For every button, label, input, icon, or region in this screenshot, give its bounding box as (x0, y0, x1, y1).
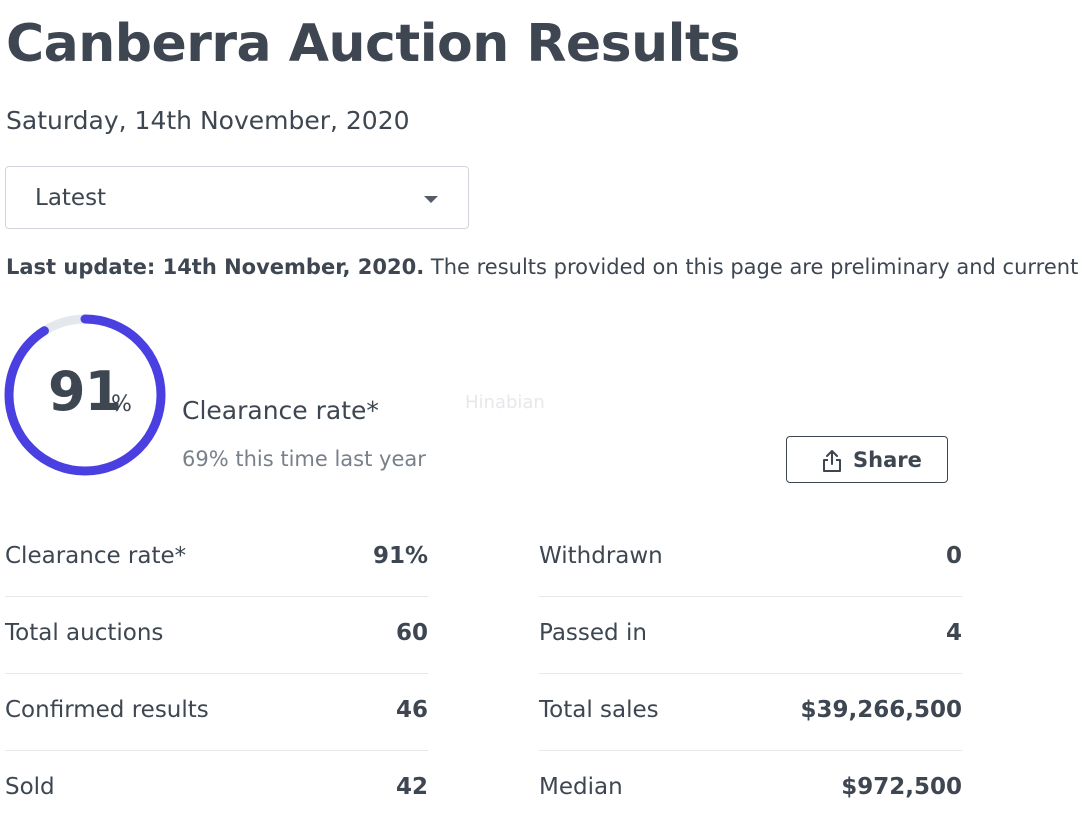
stat-value: 0 (945, 543, 962, 569)
stat-row: Withdrawn 0 (539, 520, 962, 597)
chevron-down-icon (424, 196, 438, 203)
clearance-rate-gauge (4, 314, 166, 476)
gauge-value: 91 (48, 360, 122, 423)
stats-right-column: Withdrawn 0 Passed in 4 Total sales $39,… (539, 520, 962, 827)
share-label: Share (853, 448, 922, 472)
clearance-rate-label: Clearance rate* (182, 396, 379, 425)
select-value: Latest (35, 185, 107, 211)
watermark: Hinabian (465, 392, 545, 413)
stat-label: Passed in (539, 620, 647, 646)
stat-value: 4 (945, 620, 962, 646)
stat-label: Withdrawn (539, 543, 663, 569)
stat-value: 60 (395, 620, 428, 646)
stat-value: 42 (395, 774, 428, 800)
results-period-select[interactable]: Latest (5, 166, 469, 229)
stat-row: Median $972,500 (539, 751, 962, 827)
stat-value: 91% (372, 543, 428, 569)
stat-value: $972,500 (841, 774, 962, 800)
stat-row: Clearance rate* 91% (5, 520, 428, 597)
stat-label: Clearance rate* (5, 543, 187, 569)
last-update-notice: Last update: 14th November, 2020. The re… (6, 255, 1078, 279)
stat-value: $39,266,500 (800, 697, 962, 723)
stat-row: Total auctions 60 (5, 597, 428, 674)
stat-row: Confirmed results 46 (5, 674, 428, 751)
stat-row: Passed in 4 (539, 597, 962, 674)
stat-value: 46 (395, 697, 428, 723)
stat-row: Total sales $39,266,500 (539, 674, 962, 751)
stat-label: Total sales (539, 697, 659, 723)
stat-row: Sold 42 (5, 751, 428, 827)
page-title: Canberra Auction Results (6, 14, 740, 74)
gauge-unit: % (111, 392, 132, 417)
stats-left-column: Clearance rate* 91% Total auctions 60 Co… (5, 520, 428, 827)
stat-label: Confirmed results (5, 697, 209, 723)
share-button[interactable]: Share (786, 436, 948, 483)
stat-label: Total auctions (5, 620, 164, 646)
gauge-arc (4, 314, 166, 476)
last-update-date: Last update: 14th November, 2020. (6, 255, 425, 279)
stat-label: Sold (5, 774, 55, 800)
stat-label: Median (539, 774, 623, 800)
clearance-last-year: 69% this time last year (182, 447, 426, 471)
share-icon (823, 450, 841, 472)
last-update-text: The results provided on this page are pr… (424, 255, 1079, 279)
auction-date: Saturday, 14th November, 2020 (6, 106, 410, 135)
